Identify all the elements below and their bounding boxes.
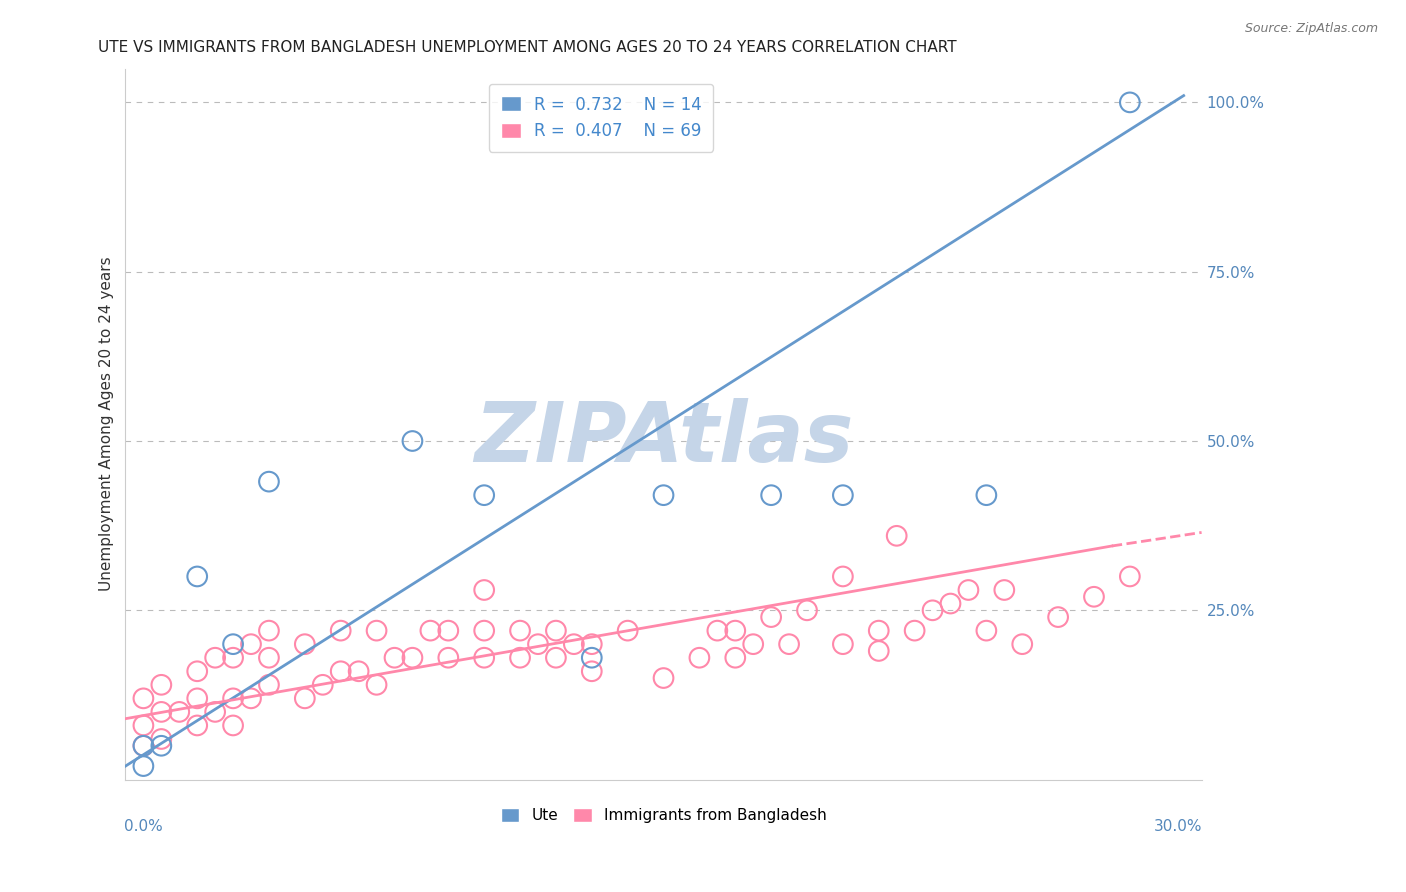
- Point: [581, 637, 603, 651]
- Text: UTE VS IMMIGRANTS FROM BANGLADESH UNEMPLOYMENT AMONG AGES 20 TO 24 YEARS CORRELA: UTE VS IMMIGRANTS FROM BANGLADESH UNEMPL…: [98, 40, 957, 55]
- Point: [437, 650, 460, 665]
- Point: [544, 650, 567, 665]
- Point: [688, 650, 710, 665]
- Point: [976, 624, 998, 638]
- Point: [419, 624, 441, 638]
- Point: [1119, 569, 1142, 583]
- Point: [132, 759, 155, 773]
- Point: [706, 624, 728, 638]
- Point: [921, 603, 943, 617]
- Point: [796, 603, 818, 617]
- Point: [222, 650, 245, 665]
- Point: [1119, 95, 1142, 110]
- Point: [562, 637, 585, 651]
- Point: [831, 569, 853, 583]
- Point: [527, 637, 550, 651]
- Point: [957, 582, 980, 597]
- Point: [329, 665, 352, 679]
- Text: 0.0%: 0.0%: [124, 819, 163, 834]
- Point: [724, 650, 747, 665]
- Point: [581, 650, 603, 665]
- Point: [150, 731, 173, 746]
- Point: [222, 718, 245, 732]
- Point: [347, 665, 370, 679]
- Point: [186, 665, 208, 679]
- Point: [1047, 610, 1070, 624]
- Y-axis label: Unemployment Among Ages 20 to 24 years: Unemployment Among Ages 20 to 24 years: [100, 257, 114, 591]
- Point: [472, 488, 495, 502]
- Point: [132, 691, 155, 706]
- Point: [132, 739, 155, 753]
- Point: [976, 488, 998, 502]
- Point: [472, 582, 495, 597]
- Point: [366, 678, 388, 692]
- Point: [831, 637, 853, 651]
- Point: [186, 691, 208, 706]
- Point: [257, 678, 280, 692]
- Point: [581, 665, 603, 679]
- Point: [904, 624, 927, 638]
- Point: [150, 705, 173, 719]
- Point: [778, 637, 800, 651]
- Point: [886, 529, 908, 543]
- Point: [652, 671, 675, 685]
- Point: [868, 624, 890, 638]
- Point: [257, 650, 280, 665]
- Point: [652, 488, 675, 502]
- Point: [132, 739, 155, 753]
- Point: [472, 624, 495, 638]
- Point: [472, 650, 495, 665]
- Point: [759, 610, 782, 624]
- Point: [240, 637, 263, 651]
- Point: [384, 650, 406, 665]
- Point: [437, 624, 460, 638]
- Point: [240, 691, 263, 706]
- Point: [132, 718, 155, 732]
- Text: 30.0%: 30.0%: [1154, 819, 1202, 834]
- Point: [366, 624, 388, 638]
- Point: [509, 624, 531, 638]
- Point: [742, 637, 765, 651]
- Point: [1011, 637, 1033, 651]
- Point: [204, 705, 226, 719]
- Legend: Ute, Immigrants from Bangladesh: Ute, Immigrants from Bangladesh: [492, 799, 835, 832]
- Text: Source: ZipAtlas.com: Source: ZipAtlas.com: [1244, 22, 1378, 36]
- Point: [401, 650, 423, 665]
- Point: [294, 637, 316, 651]
- Point: [186, 718, 208, 732]
- Point: [993, 582, 1015, 597]
- Point: [169, 705, 191, 719]
- Point: [939, 597, 962, 611]
- Point: [150, 678, 173, 692]
- Point: [868, 644, 890, 658]
- Point: [724, 624, 747, 638]
- Point: [257, 624, 280, 638]
- Point: [257, 475, 280, 489]
- Point: [312, 678, 335, 692]
- Point: [831, 488, 853, 502]
- Point: [401, 434, 423, 448]
- Point: [616, 624, 638, 638]
- Point: [150, 739, 173, 753]
- Point: [1083, 590, 1105, 604]
- Point: [329, 624, 352, 638]
- Point: [759, 488, 782, 502]
- Point: [294, 691, 316, 706]
- Point: [222, 691, 245, 706]
- Text: ZIPAtlas: ZIPAtlas: [474, 398, 853, 479]
- Point: [204, 650, 226, 665]
- Point: [222, 637, 245, 651]
- Point: [544, 624, 567, 638]
- Point: [186, 569, 208, 583]
- Point: [509, 650, 531, 665]
